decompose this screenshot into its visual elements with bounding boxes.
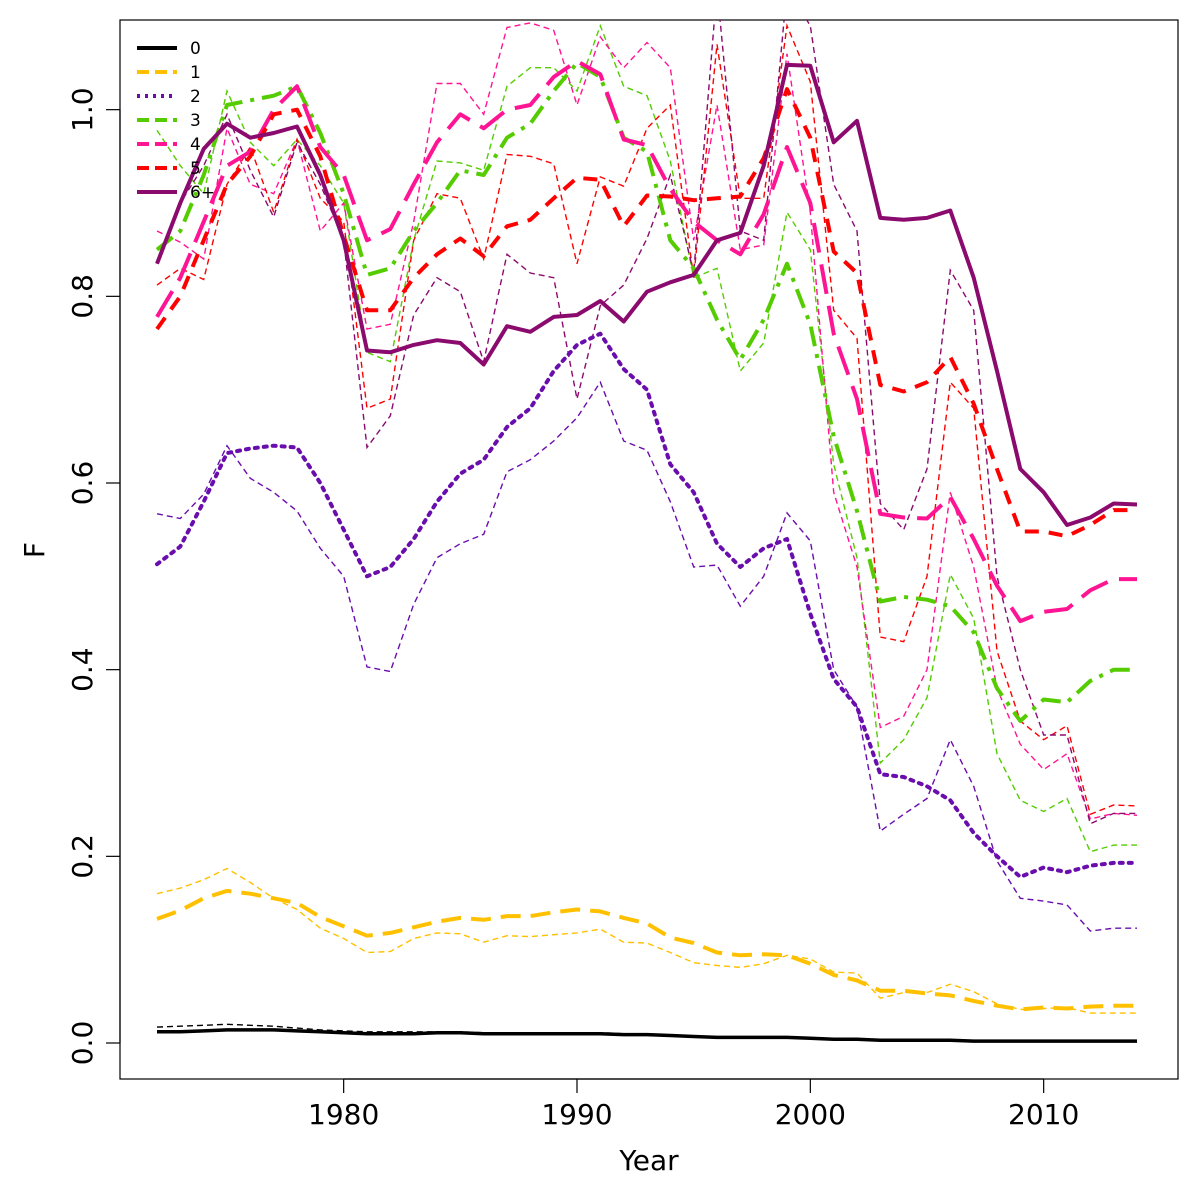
legend-label-6+: 6+ (190, 183, 215, 203)
x-tick-label: 2010 (1008, 1098, 1079, 1131)
comparison-line-1 (156, 867, 1137, 1014)
comparison-line-6+ (156, 20, 1137, 825)
y-tick-label: 0.0 (66, 1021, 99, 1066)
legend-label-5: 5 (190, 159, 201, 179)
series-line-3 (155, 61, 1137, 723)
comparison-line-4 (156, 22, 1138, 820)
series-layer (155, 20, 1139, 1043)
legend-label-4: 4 (190, 135, 201, 155)
y-tick-label: 1.0 (66, 87, 99, 132)
axes-layer: 1980 1990 2000 2010 0.0 0.2 0.4 0.6 0.8 1.0 (66, 87, 1079, 1131)
y-axis-title: F (18, 542, 51, 558)
y-tick-label: 0.2 (66, 834, 99, 879)
comparison-line-3 (156, 23, 1137, 853)
series-line-0 (157, 1028, 1137, 1043)
y-tick-label: 0.4 (66, 647, 99, 692)
series-line-2 (155, 331, 1139, 879)
series-line-1 (156, 888, 1137, 1012)
series-line-5 (155, 87, 1137, 539)
x-axis-title: Year (618, 1144, 679, 1177)
legend-label-3: 3 (190, 111, 201, 131)
plot-frame (119, 19, 1179, 1080)
legend: 0 1 2 3 4 5 6+ (137, 39, 215, 203)
x-tick-label: 1990 (541, 1098, 612, 1131)
series-line-4 (155, 59, 1137, 624)
x-tick-label: 2000 (775, 1098, 846, 1131)
series-line-6+ (155, 62, 1138, 527)
legend-label-1: 1 (190, 63, 201, 83)
y-tick-label: 0.6 (66, 461, 99, 506)
x-tick-label: 1980 (308, 1098, 379, 1131)
comparison-line-2 (156, 380, 1137, 932)
legend-label-0: 0 (190, 39, 201, 59)
y-tick-label: 0.8 (66, 274, 99, 319)
legend-label-2: 2 (190, 87, 201, 107)
